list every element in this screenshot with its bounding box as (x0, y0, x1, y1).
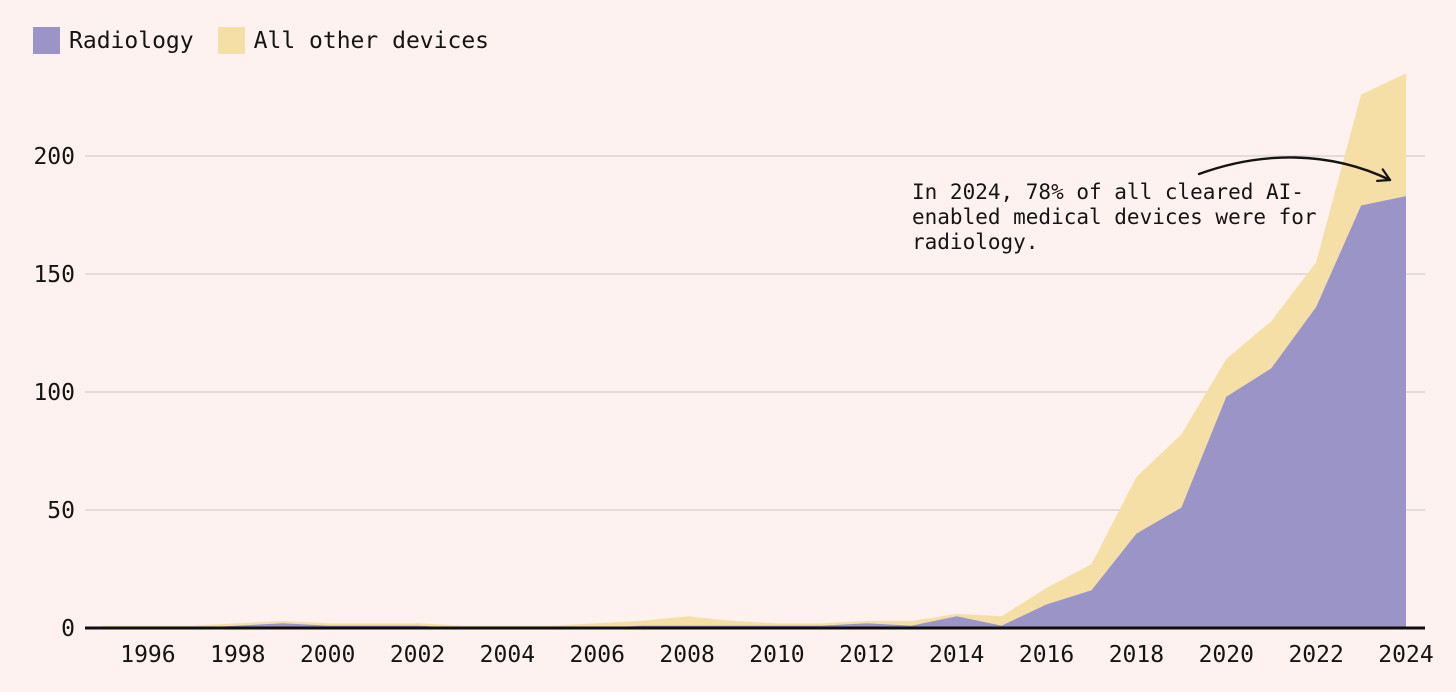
x-tick-label-2006: 2006 (570, 642, 625, 668)
x-tick-label-2020: 2020 (1199, 642, 1254, 668)
y-tick-label-200: 200 (33, 144, 75, 170)
x-tick-label-2004: 2004 (480, 642, 535, 668)
x-tick-label-2022: 2022 (1288, 642, 1343, 668)
x-tick-label-2024: 2024 (1378, 642, 1433, 668)
annotation-arrow-icon (1197, 156, 1392, 182)
radiology-swatch-icon (33, 27, 60, 54)
annotation-line: radiology. (912, 230, 1039, 254)
all-other-devices-swatch-icon (217, 27, 245, 54)
y-axis-labels: 0 50 100 150 200 (33, 144, 75, 642)
x-tick-label-2018: 2018 (1109, 642, 1164, 668)
y-tick-label-0: 0 (61, 616, 75, 642)
y-tick-label-100: 100 (33, 380, 75, 406)
y-tick-label-150: 150 (33, 262, 75, 288)
annotation-line: enabled medical devices were for (912, 205, 1317, 229)
legend-item-all-other-devices: All other devices (217, 27, 490, 54)
legend-label-radiology: Radiology (69, 27, 194, 54)
y-tick-label-50: 50 (47, 498, 75, 524)
x-tick-label-2000: 2000 (300, 642, 355, 668)
area-radiology (103, 196, 1406, 628)
x-tick-label-2016: 2016 (1019, 642, 1074, 668)
x-tick-label-2010: 2010 (749, 642, 804, 668)
x-tick-label-2008: 2008 (659, 642, 714, 668)
x-axis-labels: 1996 1998 2000 2002 2004 2006 2008 2010 2012 2014… (120, 642, 1433, 668)
legend-label-all-other-devices: All other devices (253, 27, 490, 54)
x-tick-label-1996: 1996 (120, 642, 175, 668)
annotation-line: In 2024, 78% of all cleared AI- (912, 180, 1304, 204)
x-tick-label-2014: 2014 (929, 642, 984, 668)
x-tick-label-2012: 2012 (839, 642, 894, 668)
x-tick-label-1998: 1998 (210, 642, 265, 668)
annotation-text: In 2024, 78% of all cleared AI- enabled … (912, 180, 1352, 255)
chart-legend: Radiology All other devices (33, 27, 489, 54)
legend-item-radiology: Radiology (33, 27, 194, 54)
x-tick-label-2002: 2002 (390, 642, 445, 668)
